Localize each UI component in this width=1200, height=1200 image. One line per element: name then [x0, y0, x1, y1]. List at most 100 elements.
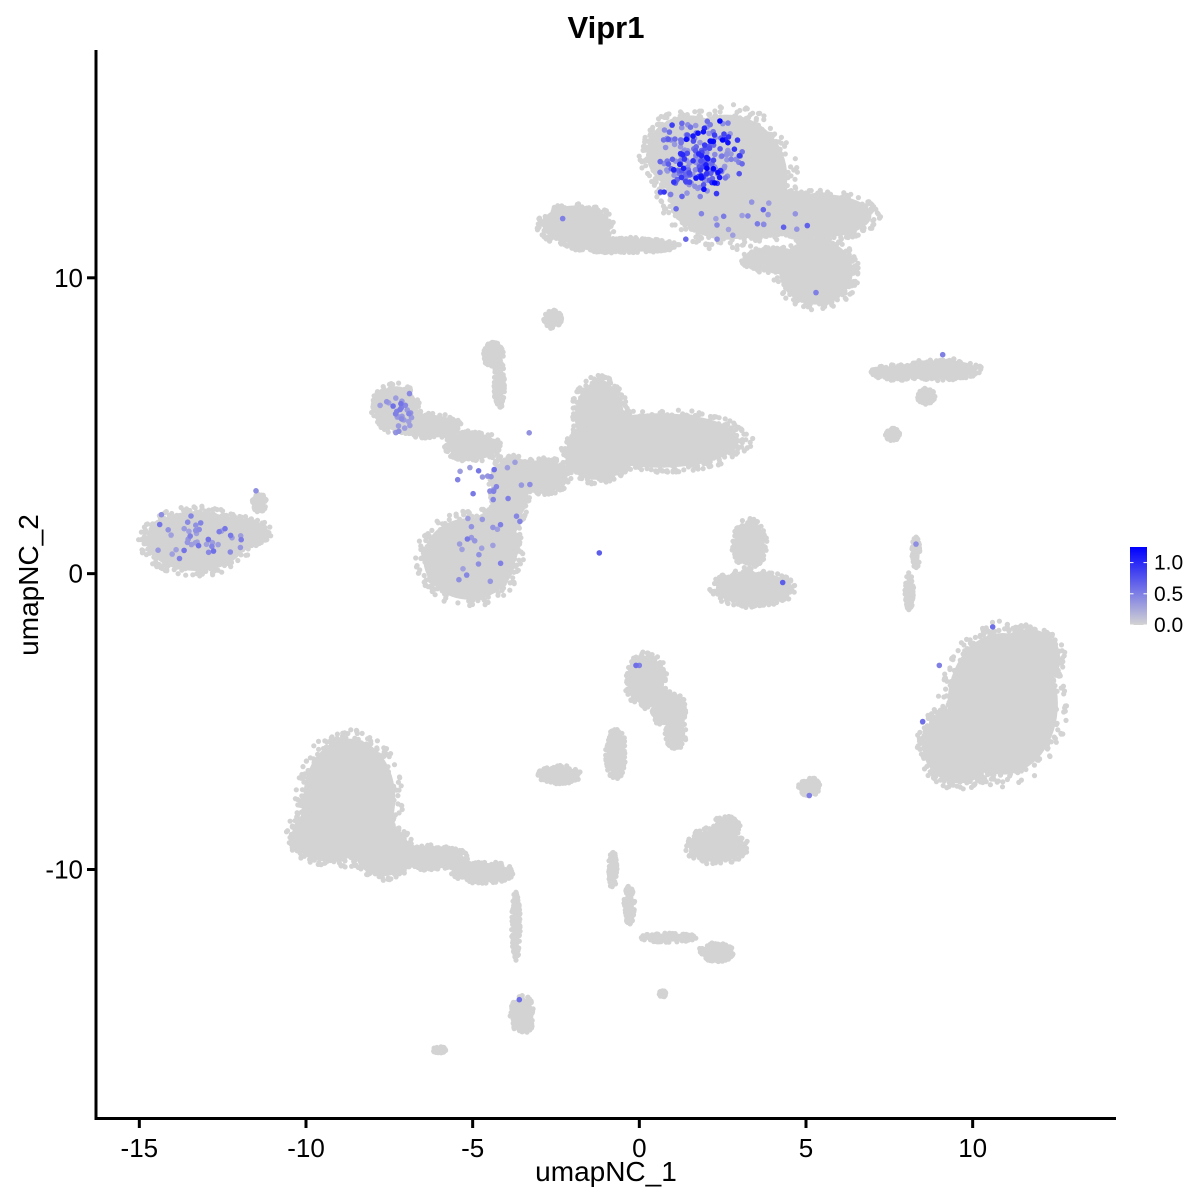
cell-point [681, 115, 687, 121]
cell-point [570, 414, 576, 420]
cell-point [752, 563, 758, 569]
cell-point [551, 457, 557, 463]
cell-point [625, 449, 631, 455]
cell-point [1006, 628, 1012, 634]
cell-point [712, 112, 719, 118]
cell-point [923, 367, 929, 373]
cell-point [500, 372, 506, 378]
cell-point [826, 240, 832, 246]
cell-point [501, 381, 507, 387]
cell-point [427, 572, 433, 578]
cell-point [606, 218, 612, 224]
cell-point [690, 199, 697, 205]
cell-point [645, 650, 651, 656]
cell-point [673, 744, 680, 750]
cell-point [266, 530, 272, 536]
cell-point [950, 782, 956, 788]
cell-point [842, 281, 848, 287]
cell-point [603, 229, 610, 235]
cell-point [891, 437, 897, 443]
cell-point [685, 842, 691, 848]
cell-point [917, 374, 923, 380]
cell-point [159, 565, 165, 572]
cell-point [1024, 683, 1030, 689]
cell-point [718, 860, 724, 866]
cell-point [607, 413, 613, 419]
cell-point [925, 715, 931, 722]
cell-point [757, 210, 763, 216]
cell-point [431, 577, 437, 583]
cell-point [777, 202, 783, 208]
cell-point [975, 709, 981, 715]
cell-point [221, 562, 228, 569]
cell-point [611, 476, 617, 482]
cell-point [721, 181, 727, 187]
cell-point [616, 386, 622, 392]
cell-point [511, 581, 517, 587]
cell-point [729, 189, 735, 195]
cell-point [166, 562, 172, 569]
cell-point [541, 777, 547, 783]
cell-point [534, 490, 540, 496]
cell-point [665, 469, 671, 475]
cell-point [666, 239, 672, 245]
cell-point [575, 416, 581, 422]
cell-point [788, 164, 794, 170]
cell-point [833, 296, 840, 302]
cell-point [388, 809, 394, 815]
cell-point [243, 552, 249, 558]
cell-point [677, 414, 683, 420]
cell-point [526, 498, 532, 504]
cell-point [374, 738, 380, 744]
cell-point [655, 121, 661, 127]
cell-point [741, 236, 747, 242]
cell-point [555, 483, 561, 490]
cell-point [941, 772, 948, 778]
cell-point [556, 310, 562, 316]
cell-point [536, 456, 542, 462]
cell-point [650, 656, 656, 662]
cell-point [692, 109, 698, 115]
cell-point [527, 457, 533, 464]
cell-point [577, 238, 583, 244]
cell-point [925, 772, 931, 779]
cell-point [142, 530, 148, 536]
cell-point [811, 790, 817, 797]
cell-point [464, 548, 471, 554]
cell-point [618, 436, 625, 442]
cell-point [139, 550, 145, 556]
cell-point [726, 574, 732, 580]
cell-point [935, 377, 941, 384]
cell-point [683, 727, 689, 733]
cell-point [506, 518, 512, 524]
cell-point [435, 586, 441, 592]
cell-point [469, 601, 476, 608]
cell-point [585, 417, 591, 423]
cell-point [801, 778, 807, 784]
cell-point [940, 357, 946, 363]
cell-point [940, 783, 946, 789]
cell-point [191, 504, 197, 510]
cell-point [179, 567, 185, 573]
cell-point [640, 147, 646, 153]
cluster-blob [401, 414, 457, 437]
cell-point [778, 230, 784, 236]
cell-point [980, 779, 986, 785]
cell-point [754, 247, 760, 253]
cell-point [782, 198, 788, 204]
cell-point [730, 162, 736, 168]
cell-point [187, 507, 193, 514]
cell-point [1055, 727, 1061, 733]
cell-point [570, 430, 577, 436]
cell-point [221, 512, 227, 518]
cell-point [789, 246, 796, 252]
cell-point [765, 226, 771, 232]
cell-point [652, 717, 658, 723]
cell-point [782, 278, 788, 284]
cell-point [644, 145, 651, 151]
cell-point [760, 568, 767, 575]
cell-point [972, 634, 979, 641]
cell-point [482, 360, 488, 366]
cell-point [781, 170, 787, 177]
cell-point [650, 167, 656, 173]
